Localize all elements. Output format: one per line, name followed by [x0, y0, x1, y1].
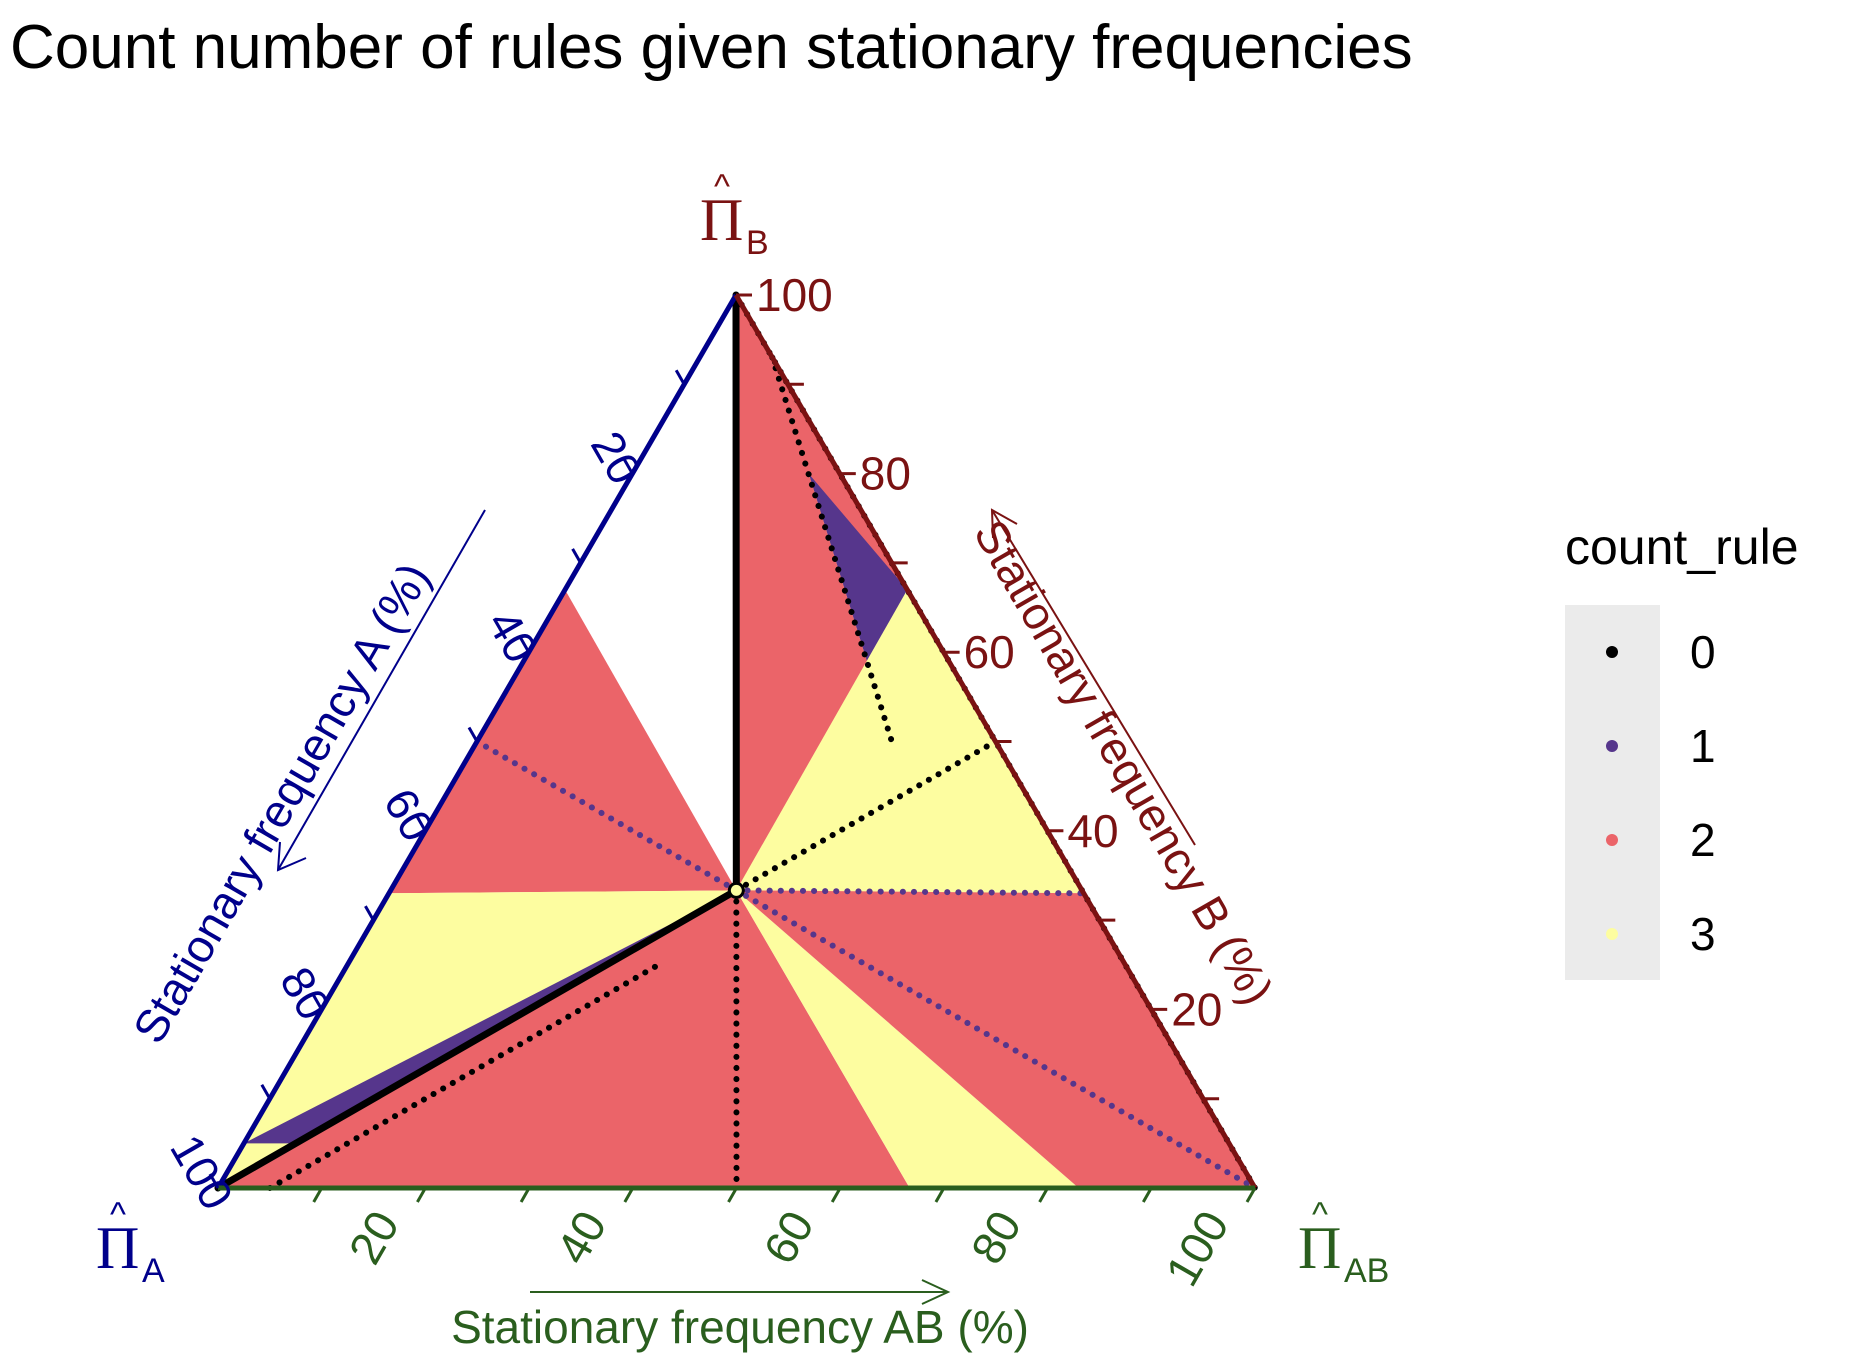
tick-a-30: [571, 548, 582, 564]
legend-label-1: 1: [1690, 720, 1716, 772]
tick-a-70: [364, 905, 375, 921]
tick-ab-100: [1245, 1187, 1257, 1203]
boundary-6: [266, 961, 662, 1191]
tick-label-ab-40: 40: [546, 1202, 617, 1272]
legend-keys-background: [1565, 605, 1660, 980]
axis-arrowhead-ab: [921, 1279, 951, 1305]
tick-label-b-20: 20: [1171, 983, 1222, 1035]
vertex-label-a: ^Π A: [96, 1196, 165, 1290]
boundary-1: [214, 886, 740, 1192]
boundary-9: [733, 887, 1087, 897]
tick-ab-60: [830, 1187, 842, 1203]
boundary-8: [733, 887, 1258, 1191]
tick-label-ab-80: 80: [961, 1202, 1032, 1272]
vertex-label-b-symbol: Π: [700, 187, 743, 253]
vertex-label-b-subscript: B: [746, 224, 769, 262]
vertex-label-ab-subscript: AB: [1344, 1252, 1389, 1290]
vertex-label-ab-symbol: Π: [1298, 1215, 1341, 1281]
legend-title: count_rule: [1565, 519, 1799, 575]
tick-ab-80: [1038, 1187, 1049, 1203]
tick-ab-50: [727, 1187, 738, 1203]
tick-label-b-100: 100: [756, 269, 833, 321]
tick-label-a-20: 20: [581, 422, 652, 492]
tick-a-10: [674, 369, 686, 386]
region-4: [388, 589, 737, 894]
legend-key-2: [1606, 834, 1618, 846]
vertex-label-a-subscript: A: [142, 1252, 165, 1290]
vertex-label-ab: ^Π AB: [1298, 1196, 1389, 1290]
legend-label-0: 0: [1690, 626, 1716, 678]
tick-a-60: [415, 816, 427, 832]
legend-label-2: 2: [1690, 814, 1716, 866]
vertex-label-a-symbol: Π: [96, 1215, 139, 1281]
chart-title: Count number of rules given stationary f…: [10, 13, 1413, 82]
legend: count_rule 0 1 2 3: [1565, 519, 1799, 980]
vertex-label-a-hat: ^: [110, 1196, 126, 1234]
tick-label-a-100: 100: [160, 1126, 243, 1218]
boundary-5: [769, 354, 895, 745]
tick-ab-90: [1141, 1187, 1153, 1203]
tick-label-ab-20: 20: [338, 1202, 409, 1272]
center-point: [727, 881, 745, 899]
axis-title-ab: Stationary frequency AB (%): [451, 1301, 1029, 1353]
tick-label-ab-100: 100: [1155, 1202, 1238, 1294]
axis-arrow-a: [277, 509, 486, 871]
tick-ab-40: [623, 1187, 635, 1203]
axis-arrow-b: [991, 509, 1196, 846]
axis-arrowhead-a: [276, 841, 307, 872]
legend-key-1: [1606, 740, 1618, 752]
tick-ab-20: [416, 1187, 427, 1203]
legend-key-0: [1606, 646, 1618, 658]
tick-label-b-80: 80: [860, 448, 911, 500]
vertex-label-ab-hat: ^: [1312, 1196, 1328, 1234]
tick-a-50: [467, 726, 479, 743]
region-7: [243, 890, 737, 1144]
tick-a-80: [312, 994, 323, 1011]
tick-ab-30: [519, 1187, 531, 1203]
tick-a-90: [260, 1083, 272, 1100]
legend-label-3: 3: [1690, 908, 1716, 960]
tick-label-b-40: 40: [1067, 805, 1118, 857]
tick-label-ab-60: 60: [753, 1202, 824, 1272]
tick-a-20: [623, 458, 634, 475]
boundaries-layer: [214, 291, 1258, 1192]
axis-arrowhead-b: [990, 508, 1018, 539]
tick-a-100: [208, 1173, 220, 1189]
tick-ab-10: [312, 1187, 324, 1203]
region-5: [736, 589, 1084, 894]
legend-key-3: [1606, 928, 1618, 940]
vertex-label-b: ^Π B: [700, 168, 769, 262]
tick-label-b-60: 60: [964, 626, 1015, 678]
tick-a-40: [519, 637, 531, 653]
tick-ab-70: [934, 1187, 946, 1203]
vertex-label-b-hat: ^: [714, 168, 730, 206]
